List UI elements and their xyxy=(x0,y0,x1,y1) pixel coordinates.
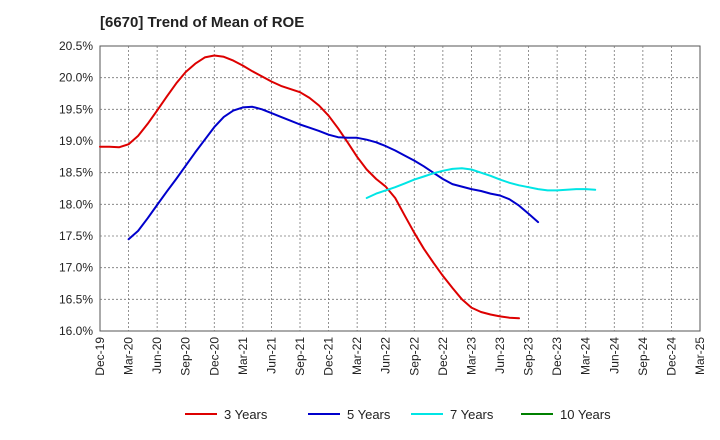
legend-label: 5 Years xyxy=(347,407,391,422)
x-tick-label: Mar-21 xyxy=(236,337,250,375)
x-tick-label: Jun-23 xyxy=(493,337,507,374)
y-tick-label: 16.5% xyxy=(59,292,93,306)
series-layer xyxy=(99,54,597,320)
y-tick-label: 19.5% xyxy=(59,102,93,116)
legend-label: 3 Years xyxy=(224,407,268,422)
y-tick-label: 18.5% xyxy=(59,166,93,180)
grid-layer xyxy=(99,45,701,332)
x-tick-label: Dec-24 xyxy=(664,337,678,376)
y-tick-label: 20.0% xyxy=(59,71,93,85)
x-tick-label: Sep-22 xyxy=(407,337,421,376)
x-tick-label: Jun-21 xyxy=(264,337,278,374)
y-tick-label: 18.0% xyxy=(59,197,93,211)
series-line-5-years xyxy=(127,105,540,241)
x-tick-label: Dec-22 xyxy=(436,337,450,376)
x-tick-label: Sep-21 xyxy=(293,337,307,376)
y-tick-label: 17.5% xyxy=(59,229,93,243)
x-tick-label: Sep-23 xyxy=(522,337,536,376)
x-tick-label: Mar-25 xyxy=(693,337,707,375)
x-tick-label: Dec-19 xyxy=(93,337,107,376)
legend-label: 10 Years xyxy=(560,407,611,422)
series-line-7-years xyxy=(365,167,597,199)
x-tick-label: Jun-24 xyxy=(607,337,621,374)
y-tick-label: 16.0% xyxy=(59,324,93,338)
x-tick-label: Mar-24 xyxy=(579,337,593,375)
x-tick-label: Jun-22 xyxy=(379,337,393,374)
x-tick-label: Mar-20 xyxy=(122,337,136,375)
series-line-3-years xyxy=(99,54,520,320)
x-tick-label: Dec-20 xyxy=(207,337,221,376)
x-tick-label: Dec-21 xyxy=(322,337,336,376)
x-tick-label: Sep-24 xyxy=(636,337,650,376)
y-tick-label: 17.0% xyxy=(59,261,93,275)
x-tick-label: Jun-20 xyxy=(150,337,164,374)
x-tick-label: Sep-20 xyxy=(179,337,193,376)
plot-area xyxy=(99,45,701,332)
x-tick-label: Mar-22 xyxy=(350,337,364,375)
y-tick-label: 19.0% xyxy=(59,134,93,148)
axis-layer: 16.0% 16.5% 17.0% 17.5% 18.0% 18.5% 19.0% 19.5%… xyxy=(59,39,707,376)
x-tick-label: Mar-23 xyxy=(464,337,478,375)
x-tick-label: Dec-23 xyxy=(550,337,564,376)
chart-title: [6670] Trend of Mean of ROE xyxy=(100,14,305,31)
legend-label: 7 Years xyxy=(450,407,494,422)
legend: 3 Years 5 Years 7 Years 10 Years xyxy=(185,407,611,422)
y-tick-label: 20.5% xyxy=(59,39,93,53)
